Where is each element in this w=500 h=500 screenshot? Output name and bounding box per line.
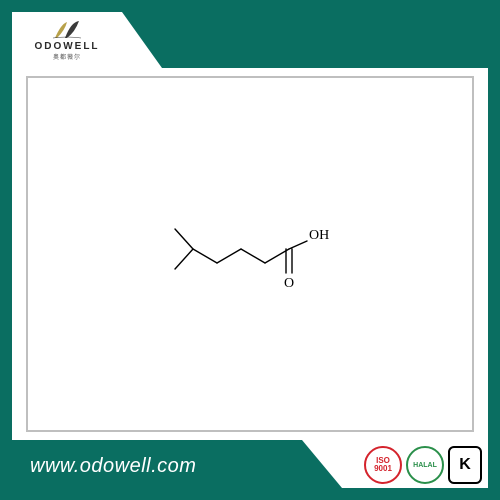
footer: www.odowell.com ISO 9001 HALAL K <box>12 440 488 488</box>
molecule-diagram: OH O <box>155 209 345 299</box>
o-label: O <box>284 276 294 291</box>
halal-text: HALAL <box>413 462 437 469</box>
kosher-badge: K <box>448 446 482 484</box>
halal-badge: HALAL <box>406 446 444 484</box>
leaf-icon <box>51 20 83 40</box>
brand-name: ODOWELL <box>34 41 99 52</box>
website-url: www.odowell.com <box>30 455 196 478</box>
oh-label: OH <box>309 228 329 243</box>
header: ODOWELL 奥都薇尔 <box>12 12 488 68</box>
brand-sub: 奥都薇尔 <box>53 52 81 61</box>
kosher-text: K <box>459 456 471 474</box>
content-panel: OH O <box>26 76 474 432</box>
iso-badge: ISO 9001 <box>364 446 402 484</box>
iso-bottom: 9001 <box>374 465 392 473</box>
cert-badges: ISO 9001 HALAL K <box>364 446 482 484</box>
brand-logo: ODOWELL 奥都薇尔 <box>12 12 122 68</box>
